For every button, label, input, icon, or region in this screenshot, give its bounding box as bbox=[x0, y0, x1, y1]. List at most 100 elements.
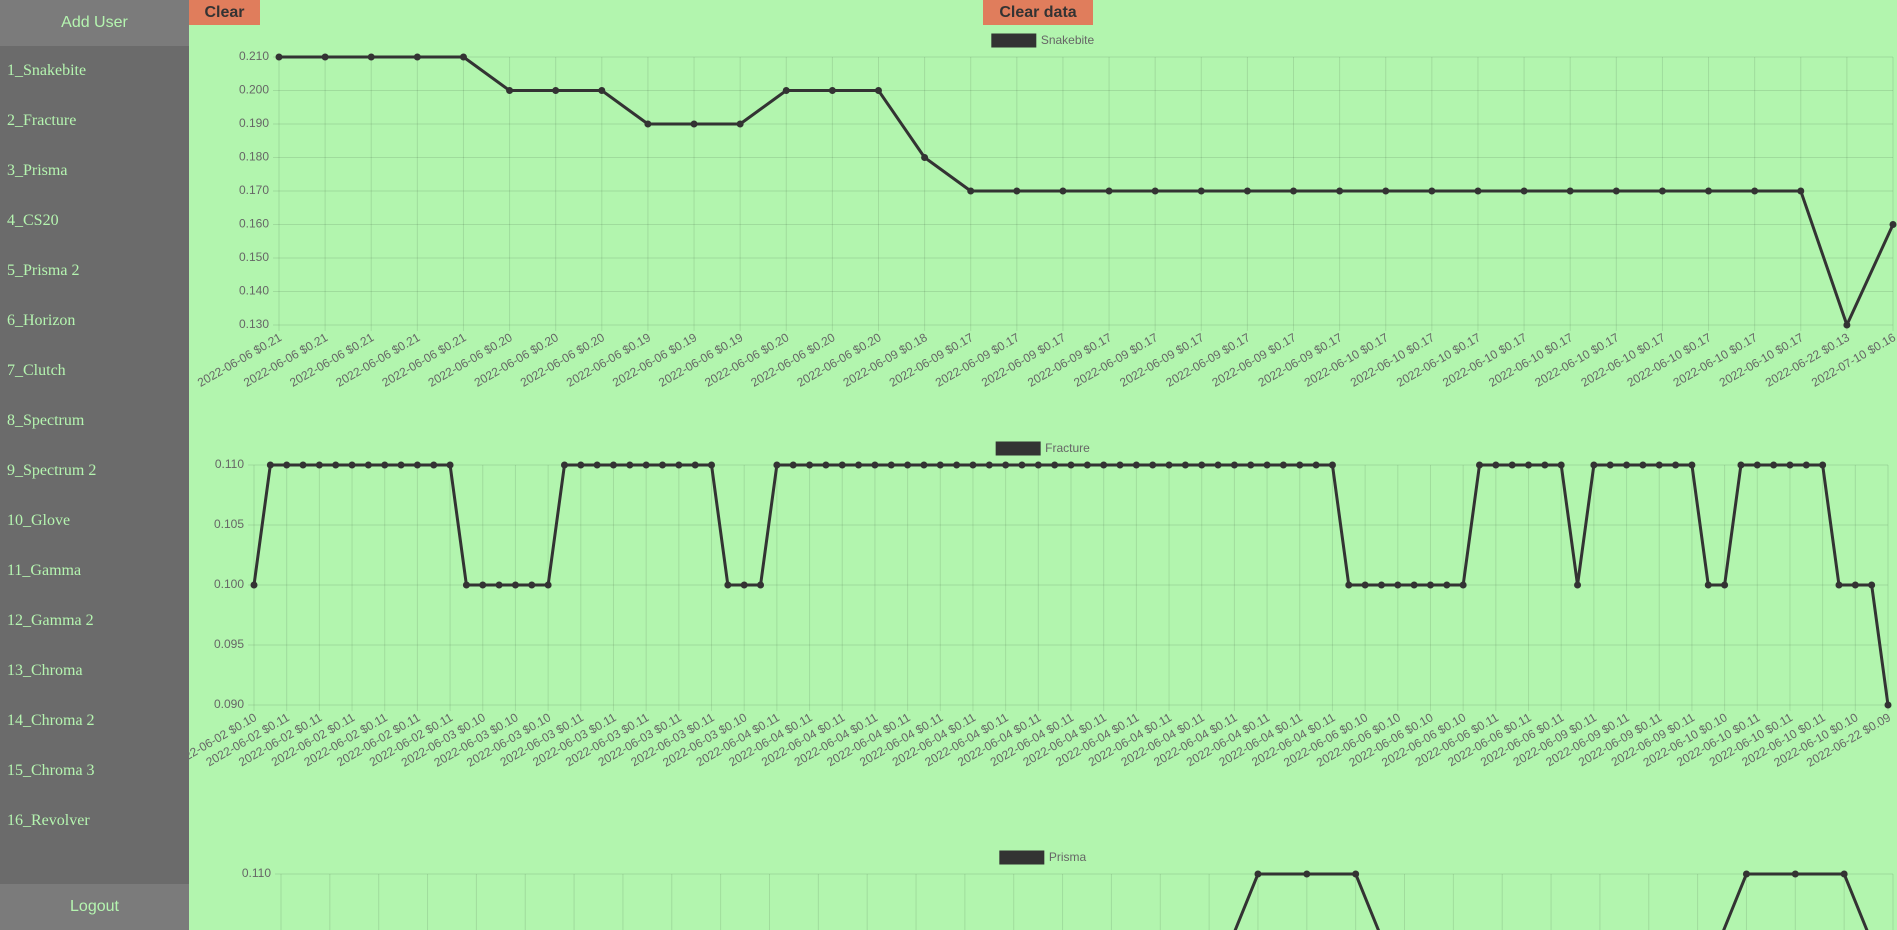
y-tick-label: 0.090 bbox=[214, 697, 244, 711]
data-point bbox=[690, 120, 698, 128]
y-tick-label: 0.110 bbox=[215, 457, 244, 471]
data-point bbox=[642, 461, 650, 469]
legend-label: Fracture bbox=[1045, 441, 1090, 455]
clear-button[interactable]: Clear bbox=[189, 0, 260, 25]
data-point bbox=[1382, 187, 1390, 195]
data-point bbox=[1151, 187, 1159, 195]
data-point bbox=[773, 461, 781, 469]
sidebar-item[interactable]: 7_Clutch bbox=[7, 362, 66, 379]
sidebar-item[interactable]: 4_CS20 bbox=[7, 212, 59, 229]
data-point bbox=[1672, 461, 1680, 469]
data-point bbox=[250, 581, 258, 589]
sidebar-item[interactable]: 10_Glove bbox=[7, 512, 71, 529]
y-tick-label: 0.190 bbox=[239, 116, 269, 130]
y-tick-label: 0.140 bbox=[239, 284, 269, 298]
y-tick-label: 0.160 bbox=[239, 217, 269, 231]
data-point bbox=[985, 461, 993, 469]
data-point bbox=[920, 461, 928, 469]
legend-swatch bbox=[995, 441, 1041, 456]
add-user-button[interactable]: Add User bbox=[0, 0, 189, 46]
data-point bbox=[1263, 461, 1271, 469]
data-point bbox=[740, 581, 748, 589]
clear-data-button[interactable]: Clear data bbox=[983, 0, 1093, 25]
sidebar-item[interactable]: 16_Revolver bbox=[7, 812, 90, 829]
data-point bbox=[1843, 321, 1851, 329]
data-point bbox=[511, 581, 519, 589]
data-point bbox=[315, 461, 323, 469]
data-point bbox=[413, 461, 421, 469]
data-point bbox=[1105, 187, 1113, 195]
data-point bbox=[1290, 187, 1298, 195]
sidebar-item[interactable]: 5_Prisma 2 bbox=[7, 262, 80, 279]
data-point bbox=[871, 461, 879, 469]
data-point bbox=[495, 581, 503, 589]
sidebar-item[interactable]: 8_Spectrum bbox=[7, 412, 85, 429]
data-point bbox=[1612, 187, 1620, 195]
data-point bbox=[828, 87, 836, 94]
data-point bbox=[598, 87, 606, 94]
data-point bbox=[283, 461, 291, 469]
data-point bbox=[904, 461, 912, 469]
sidebar-item[interactable]: 2_Fracture bbox=[7, 112, 77, 129]
data-point bbox=[1247, 461, 1255, 469]
y-tick-label: 0.200 bbox=[239, 83, 269, 97]
y-tick-label: 0.210 bbox=[239, 49, 269, 63]
data-point bbox=[1051, 461, 1059, 469]
data-point bbox=[887, 461, 895, 469]
data-point bbox=[577, 461, 585, 469]
series-line bbox=[279, 55, 1895, 327]
sidebar-item[interactable]: 14_Chroma 2 bbox=[7, 712, 95, 729]
data-point bbox=[1303, 870, 1311, 878]
sidebar-item[interactable]: 1_Snakebite bbox=[7, 62, 87, 79]
data-point bbox=[1688, 461, 1696, 469]
sidebar-item[interactable]: 6_Horizon bbox=[7, 312, 76, 329]
data-point bbox=[275, 53, 283, 61]
data-point bbox=[1254, 870, 1262, 878]
logout-button[interactable]: Logout bbox=[0, 884, 189, 930]
sidebar-item[interactable]: 12_Gamma 2 bbox=[7, 612, 94, 629]
data-point bbox=[1639, 461, 1647, 469]
data-point bbox=[855, 461, 863, 469]
data-point bbox=[953, 461, 961, 469]
data-point bbox=[1791, 870, 1799, 878]
data-point bbox=[1704, 581, 1712, 589]
data-point bbox=[1786, 461, 1794, 469]
data-point bbox=[1889, 221, 1897, 228]
sidebar-item[interactable]: 15_Chroma 3 bbox=[7, 762, 95, 779]
data-point bbox=[1508, 461, 1516, 469]
data-point bbox=[1083, 461, 1091, 469]
data-point bbox=[1835, 581, 1843, 589]
y-tick-label: 0.170 bbox=[239, 183, 269, 197]
data-point bbox=[544, 581, 552, 589]
data-point bbox=[838, 461, 846, 469]
data-point bbox=[782, 87, 790, 94]
data-point bbox=[1394, 581, 1402, 589]
data-point bbox=[969, 461, 977, 469]
data-point bbox=[1840, 870, 1848, 878]
data-point bbox=[1443, 581, 1451, 589]
data-point bbox=[397, 461, 405, 469]
data-point bbox=[381, 461, 389, 469]
data-point bbox=[1492, 461, 1500, 469]
legend-label: Prisma bbox=[1049, 850, 1087, 864]
sidebar-item[interactable]: 13_Chroma bbox=[7, 662, 83, 679]
sidebar-item[interactable]: 3_Prisma bbox=[7, 162, 68, 179]
data-point bbox=[299, 461, 307, 469]
data-point bbox=[1002, 461, 1010, 469]
data-point bbox=[1770, 461, 1778, 469]
sidebar-item[interactable]: 9_Spectrum 2 bbox=[7, 462, 97, 479]
data-point bbox=[1116, 461, 1124, 469]
series-line bbox=[1233, 872, 1869, 930]
y-tick-label: 0.110 bbox=[242, 866, 271, 880]
data-point bbox=[659, 461, 666, 469]
data-point bbox=[1753, 461, 1761, 469]
sidebar-item[interactable]: 11_Gamma bbox=[7, 562, 82, 579]
data-point bbox=[459, 53, 467, 61]
data-point bbox=[1520, 187, 1528, 195]
y-tick-label: 0.150 bbox=[239, 250, 269, 264]
data-point bbox=[1566, 187, 1574, 195]
data-point bbox=[626, 461, 634, 469]
data-point bbox=[1013, 187, 1021, 195]
data-point bbox=[806, 461, 814, 469]
data-point bbox=[691, 461, 699, 469]
